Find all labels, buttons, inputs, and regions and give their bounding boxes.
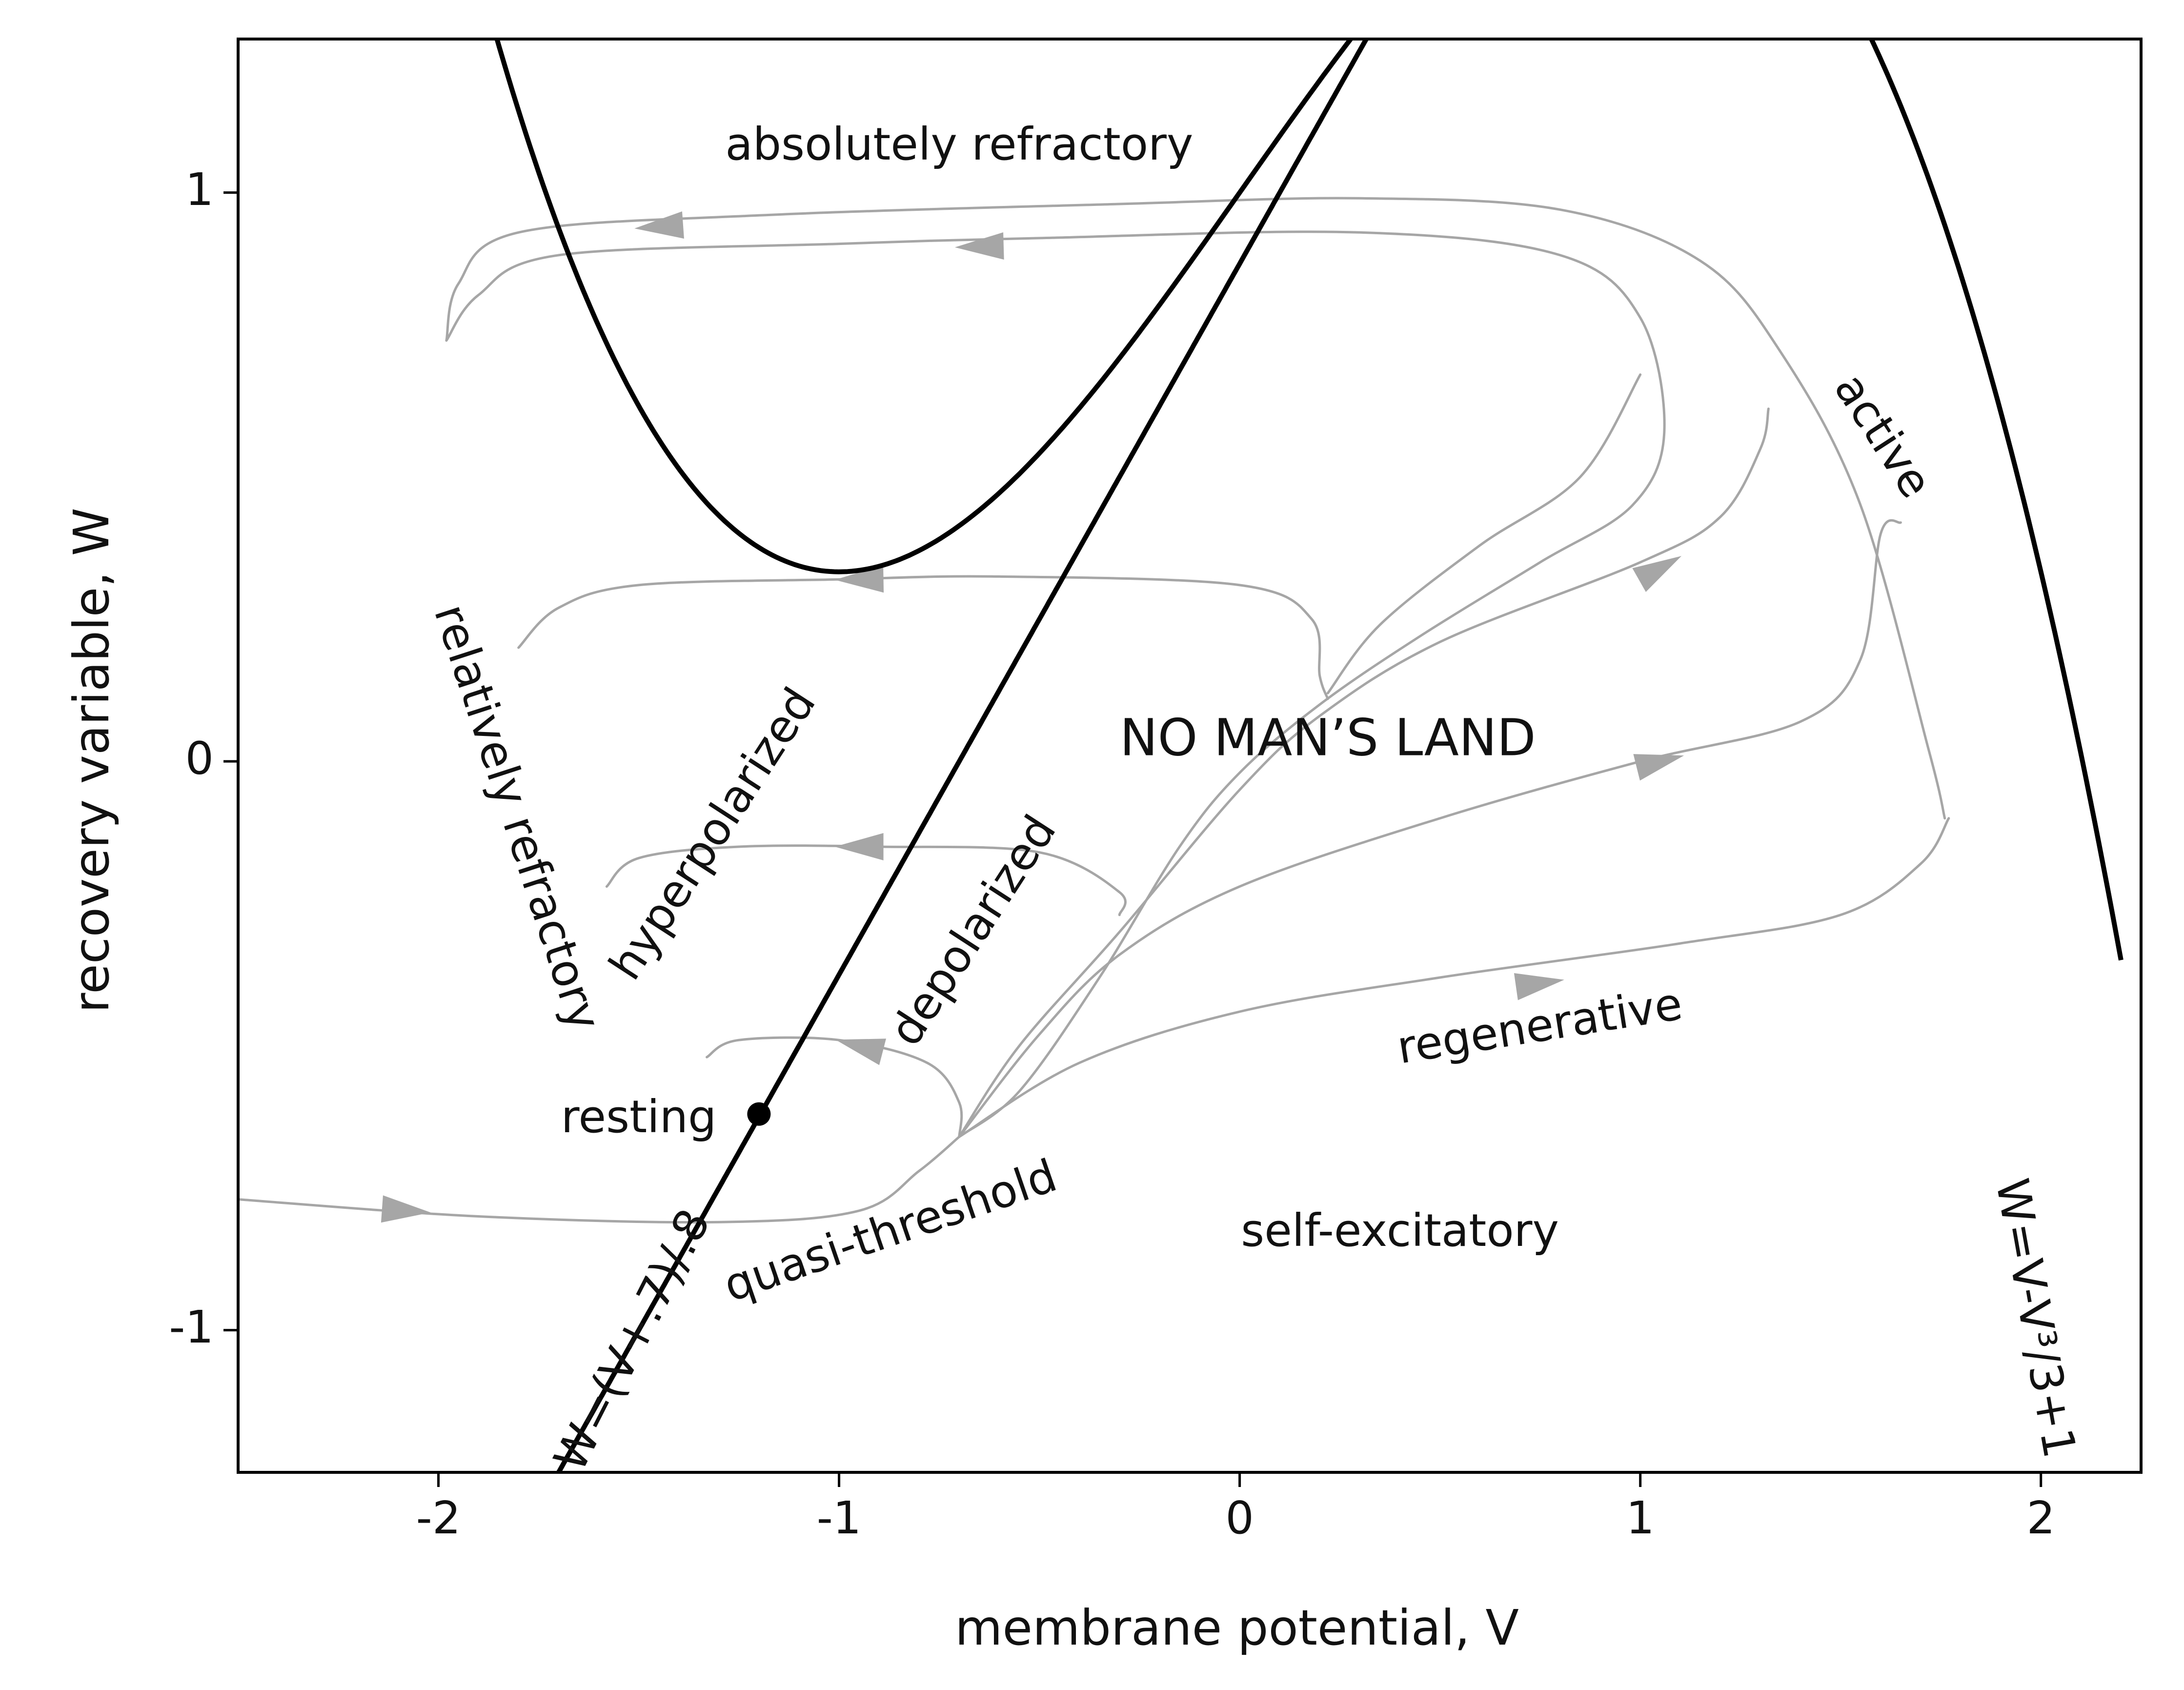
arrowhead-traj-hyperpolarized-0 [834, 565, 884, 593]
x-axis-label: membrane potential, V [955, 1599, 1519, 1656]
trajectory-traj-hyperpolarized [517, 575, 1329, 700]
nullcline-layer [494, 39, 2123, 1472]
trajectory-traj-upper-right [958, 407, 1770, 1138]
x-axis-ticks: -2 -1 0 1 2 [416, 1472, 2055, 1544]
trajectory-layer [238, 197, 1950, 1224]
arrowhead-traj-depolarized-hairpin-0 [834, 833, 884, 860]
y-axis-label: recovery variable, W [63, 508, 120, 1013]
arrowhead-traj-resting-0 [835, 1038, 887, 1065]
label-resting: resting [561, 1091, 717, 1143]
trajectory-traj-top-outer [445, 197, 1946, 820]
arrowhead-traj-top-outer-0 [634, 211, 684, 239]
trajectory-traj-fan-top [1326, 373, 1642, 694]
arrowhead-traj-upper-right-0 [1632, 556, 1682, 592]
arrowhead-traj-top-inner-0 [954, 232, 1004, 260]
trajectory-traj-mid [958, 519, 1902, 1138]
y-tick-label: 0 [185, 733, 214, 785]
plot-frame [237, 38, 2143, 1474]
x-tick-label: -2 [416, 1492, 461, 1544]
x-tick-label: 1 [1626, 1492, 1655, 1544]
trajectory-traj-regenerative [958, 817, 1950, 1138]
y-tick-label: -1 [169, 1301, 214, 1353]
fixed-point-layer [747, 1102, 771, 1126]
y-tick-label: 1 [185, 163, 214, 216]
arrowhead-traj-regenerative-0 [1514, 973, 1564, 1000]
label-no-mans-land: NO MAN’S LAND [1120, 708, 1536, 768]
fixed-point [747, 1102, 771, 1126]
x-tick-label: 2 [2026, 1492, 2055, 1544]
label-absolutely-refractory: absolutely refractory [725, 118, 1193, 170]
y-axis-ticks: -1 0 1 [169, 163, 238, 1353]
x-tick-label: -1 [817, 1492, 862, 1544]
arrowhead-traj-mid-0 [1633, 754, 1684, 781]
trajectory-traj-top-inner [445, 230, 1666, 1138]
v-nullcline [494, 39, 2123, 961]
arrowhead-traj-entry-0 [381, 1195, 431, 1223]
w-nullcline [556, 39, 1369, 1472]
label-self-excitatory: self-excitatory [1241, 1204, 1559, 1257]
x-tick-label: 0 [1225, 1492, 1254, 1544]
